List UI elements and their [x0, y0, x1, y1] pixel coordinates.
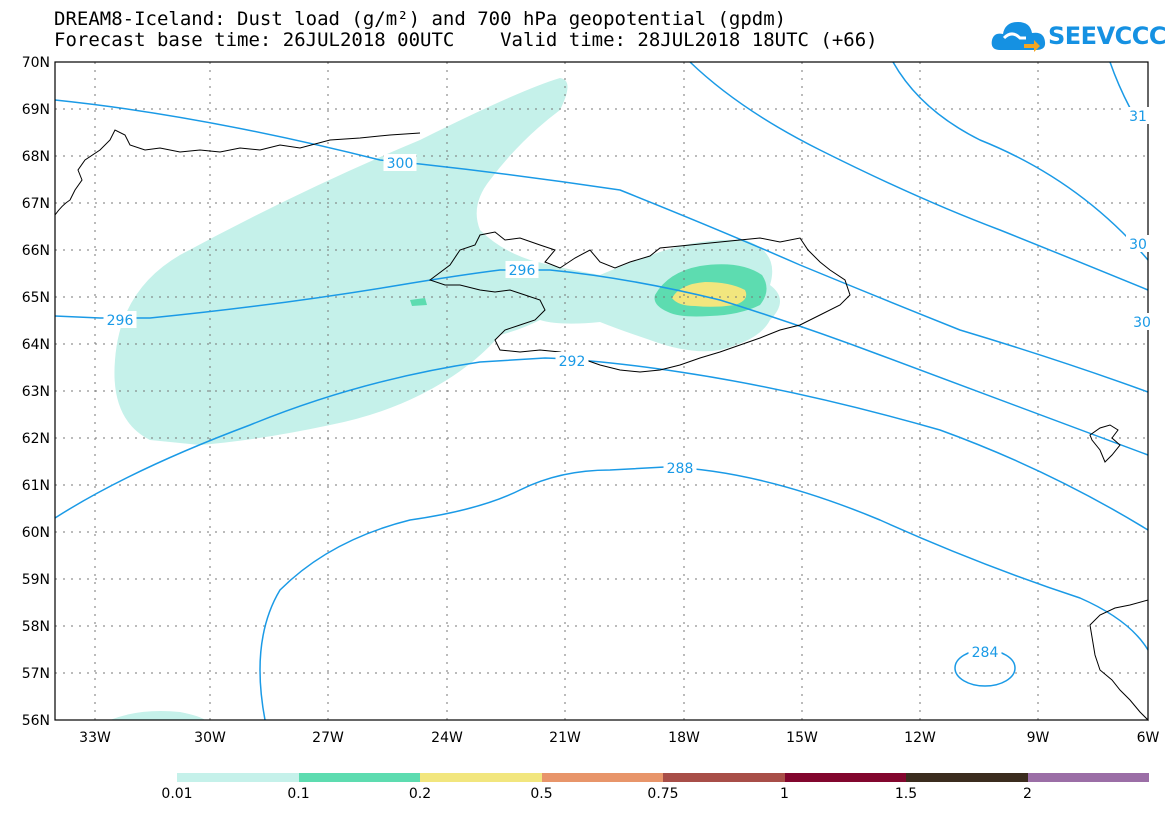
longitude-label: 24W: [431, 730, 463, 746]
contour-label: 296: [509, 263, 536, 279]
longitude-label: 18W: [668, 730, 700, 746]
logo-text: SEEVCCC: [1048, 22, 1167, 50]
seevccc-logo: SEEVCCC: [990, 16, 1167, 60]
contour-label-bg: [968, 643, 1002, 660]
colorbar-segment: [784, 773, 906, 782]
colorbar-label: 1: [780, 786, 789, 802]
contour-label-bg: [555, 352, 589, 369]
latitude-label: 56N: [22, 713, 50, 729]
colorbar-label: 0.01: [161, 786, 193, 802]
longitude-labels: 33W 30W 27W 24W 21W 18W 15W 12W 9W 6W: [79, 730, 1159, 746]
colorbar-segment: [420, 773, 542, 782]
contour-label: 30: [1133, 315, 1151, 331]
latitude-label: 69N: [22, 102, 50, 118]
longitude-label: 15W: [786, 730, 818, 746]
colorbar-label: 2: [1023, 786, 1032, 802]
colorbar-segment: [298, 773, 420, 782]
latitude-label: 60N: [22, 525, 50, 541]
contour-label: 300: [387, 156, 414, 172]
scotland-coast: [1089, 599, 1149, 722]
latitude-label: 64N: [22, 337, 50, 353]
colorbar-label: 0.1: [287, 786, 310, 802]
contour-north-1: [689, 61, 1149, 291]
contour-300: [54, 99, 1149, 393]
latitude-label: 67N: [22, 196, 50, 212]
contour-label-bg: [383, 154, 417, 171]
contour-label-bg: [1126, 235, 1150, 252]
coastlines: [54, 129, 1149, 722]
latitude-label: 57N: [22, 666, 50, 682]
contour-label: 284: [972, 645, 999, 661]
colorbar-label: 0.2: [408, 786, 432, 802]
colorbar-segment: [541, 773, 663, 782]
contour-label-bg: [663, 459, 697, 476]
map-grid: [55, 62, 1148, 720]
contour-label-bg: [103, 311, 137, 328]
dust-area-high: [672, 282, 747, 307]
colorbar-label: 0.5: [530, 786, 553, 802]
contour-292: [54, 357, 1149, 531]
dust-area-low: [114, 78, 780, 445]
latitude-label: 65N: [22, 290, 50, 306]
colorbar-label: 0.75: [647, 786, 679, 802]
colorbar: [177, 773, 1149, 782]
map-title-line1: DREAM8-Iceland: Dust load (g/m²) and 700…: [54, 8, 787, 30]
dust-load-shading: [110, 78, 780, 720]
longitude-label: 27W: [312, 730, 344, 746]
latitude-label: 63N: [22, 384, 50, 400]
colorbar-segment: [663, 773, 785, 782]
latitude-label: 58N: [22, 619, 50, 635]
contour-288: [259, 466, 1149, 721]
longitude-label: 21W: [549, 730, 581, 746]
latitude-label: 62N: [22, 431, 50, 447]
greenland-coast: [54, 129, 421, 216]
cloud-logo-icon: [991, 22, 1046, 52]
colorbar-segment: [1027, 773, 1149, 782]
contour-label: 30: [1129, 237, 1147, 253]
contour-value-labels: 300 296 296 292 288 284 31 30 30: [103, 107, 1154, 661]
contour-label: 296: [107, 313, 134, 329]
latitude-labels: 70N 69N 68N 67N 66N 65N 64N 63N 62N 61N 60N 59N 58N 5…: [22, 55, 50, 729]
contour-label-bg: [505, 261, 539, 278]
colorbar-segment: [906, 773, 1028, 782]
longitude-label: 30W: [194, 730, 226, 746]
contour-label: 31: [1129, 109, 1147, 125]
latitude-label: 61N: [22, 478, 50, 494]
map-frame: [54, 61, 1149, 721]
longitude-label: 33W: [79, 730, 111, 746]
contour-label-bg: [1126, 107, 1150, 124]
longitude-label: 12W: [904, 730, 936, 746]
contour-north-2: [892, 61, 1149, 261]
geopotential-contours: [54, 61, 1149, 721]
contour-label: 292: [559, 354, 586, 370]
faroe-coast: [1089, 424, 1121, 463]
iceland-coast: [428, 231, 851, 373]
dust-area-low-spot: [410, 298, 427, 306]
latitude-label: 66N: [22, 243, 50, 259]
contour-296: [54, 269, 1149, 456]
colorbar-segment: [177, 773, 299, 782]
dust-area-low-south: [110, 711, 205, 720]
contour-label: 288: [667, 461, 694, 477]
longitude-label: 6W: [1137, 730, 1160, 746]
latitude-label: 59N: [22, 572, 50, 588]
contour-label-bg: [1130, 313, 1154, 330]
latitude-label: 70N: [22, 55, 50, 71]
colorbar-label: 1.5: [894, 786, 918, 802]
longitude-label: 9W: [1027, 730, 1050, 746]
map-title-line2: Forecast base time: 26JUL2018 00UTC Vali…: [54, 29, 878, 51]
latitude-label: 68N: [22, 149, 50, 165]
